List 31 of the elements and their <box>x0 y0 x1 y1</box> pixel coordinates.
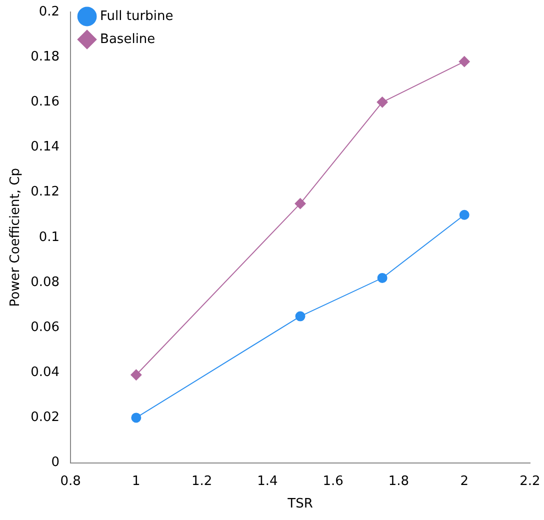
point <box>377 272 388 283</box>
y-tick-label: 0.02 <box>30 410 60 426</box>
x-tick-label: 1.4 <box>257 474 278 489</box>
y-tick-label: 0.1 <box>38 230 60 245</box>
y-tick-label: 0.18 <box>30 49 60 64</box>
x-tick-label: 1.6 <box>322 474 344 489</box>
y-tick-label: 0 <box>51 455 60 470</box>
x-tick-label: 2.2 <box>520 474 540 489</box>
x-tick-label: 2 <box>460 474 469 489</box>
point <box>294 198 306 210</box>
y-axis-title: Power Coefficient, Cp <box>8 168 24 307</box>
point <box>458 56 470 68</box>
x-tick-label: 1 <box>132 474 140 489</box>
legend-label: Full turbine <box>100 8 174 24</box>
x-tick-label: 1.2 <box>191 474 212 489</box>
y-tick-label: 0.08 <box>30 274 60 290</box>
point <box>295 311 306 322</box>
legend-label: Baseline <box>100 32 156 47</box>
point <box>130 369 142 380</box>
y-tick-label: 0.12 <box>30 184 60 200</box>
y-tick-label: 0.14 <box>30 140 60 155</box>
y-tick-label: 0.06 <box>30 320 60 335</box>
y-tick-label: 0.16 <box>30 94 60 110</box>
x-tick-label: 0.8 <box>60 474 81 489</box>
point <box>459 210 470 220</box>
point <box>131 412 142 423</box>
y-tick-label: 0.04 <box>30 365 60 380</box>
x-tick-label: 1.8 <box>388 474 410 489</box>
point <box>376 96 388 108</box>
x-axis-title: TSR <box>286 496 313 512</box>
y-tick-label: 0.2 <box>38 4 60 20</box>
